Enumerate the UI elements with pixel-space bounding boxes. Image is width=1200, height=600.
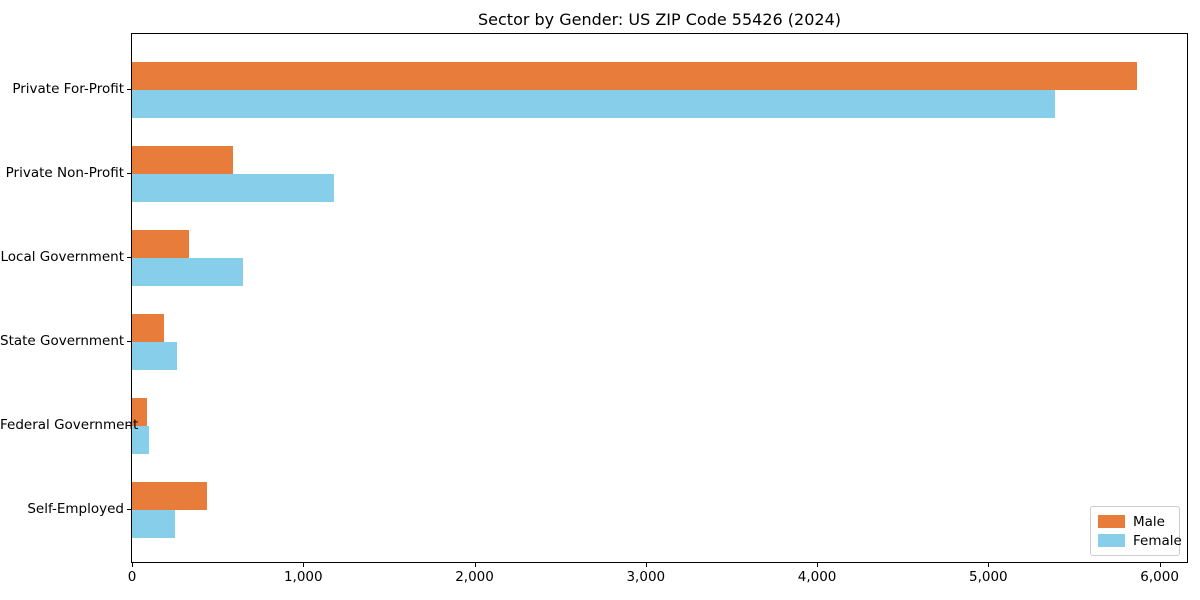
bar-male-state-government — [132, 314, 164, 342]
x-tick-label-4000: 4,000 — [797, 569, 837, 585]
legend-item-female: Female — [1098, 531, 1182, 550]
bar-male-private-for-profit — [132, 62, 1137, 90]
x-tick-mark — [817, 563, 819, 567]
y-tick-label-private-non-profit: Private Non-Profit — [5, 165, 124, 181]
legend-item-male: Male — [1098, 512, 1171, 531]
y-tick-mark — [127, 509, 131, 510]
bar-male-federal-government — [132, 398, 147, 426]
legend: Male Female — [1090, 506, 1182, 556]
bar-female-self-employed — [132, 510, 175, 538]
bar-female-private-non-profit — [132, 174, 334, 202]
x-tick-mark — [645, 563, 647, 567]
x-tick-label-5000: 5,000 — [969, 569, 1008, 585]
y-tick-label-state-government: State Government — [0, 333, 125, 349]
bar-male-local-government — [132, 230, 189, 258]
legend-swatch-male — [1098, 515, 1125, 528]
x-tick-mark — [1159, 563, 1161, 567]
plot-area — [131, 33, 1188, 563]
legend-label-female: Female — [1133, 532, 1182, 549]
y-tick-label-private-for-profit: Private For-Profit — [12, 81, 124, 97]
legend-label-male: Male — [1133, 513, 1165, 530]
y-tick-label-local-government: Local Government — [0, 249, 124, 265]
x-tick-label-2000: 2,000 — [455, 569, 494, 585]
x-tick-mark — [303, 563, 305, 567]
x-tick-mark — [132, 563, 133, 567]
bar-female-federal-government — [132, 426, 149, 454]
y-tick-mark — [127, 89, 131, 90]
y-tick-mark — [127, 425, 131, 426]
x-tick-label-3000: 3,000 — [626, 569, 666, 585]
y-tick-mark — [127, 173, 131, 174]
y-tick-label-federal-government: Federal Government — [0, 417, 139, 433]
bar-female-private-for-profit — [132, 90, 1055, 118]
bar-female-local-government — [132, 258, 243, 286]
y-tick-mark — [127, 341, 131, 342]
bar-male-private-non-profit — [132, 146, 233, 174]
x-tick-label-1000: 1,000 — [283, 569, 323, 585]
bar-male-self-employed — [132, 482, 207, 510]
y-tick-label-self-employed: Self-Employed — [27, 501, 124, 517]
x-tick-mark — [474, 563, 476, 567]
chart-title: Sector by Gender: US ZIP Code 55426 (202… — [478, 10, 841, 29]
bar-female-state-government — [132, 342, 177, 370]
x-tick-label-0: 0 — [127, 569, 137, 585]
x-tick-mark — [988, 563, 990, 567]
legend-swatch-female — [1098, 534, 1125, 547]
y-tick-mark — [127, 257, 131, 258]
x-tick-label-6000: 6,000 — [1140, 569, 1179, 585]
